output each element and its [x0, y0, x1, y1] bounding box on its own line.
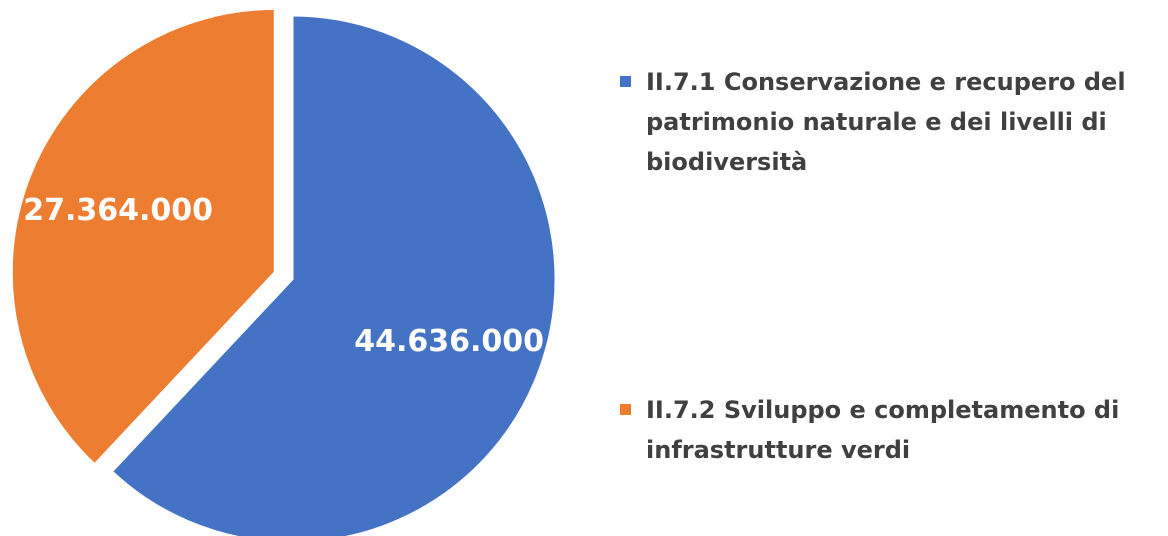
pie-slice [109, 13, 558, 536]
pie-slice [9, 6, 277, 468]
legend-swatch [620, 76, 631, 87]
legend-label: II.7.1 Conservazione e recupero del patr… [646, 68, 1126, 176]
legend-swatch [620, 404, 631, 415]
pie-data-label: 44.636.000 [354, 324, 544, 359]
legend-item: II.7.2 Sviluppo e completamento di infra… [618, 390, 1158, 470]
pie-data-labels: 44.636.000 27.364.000 [23, 193, 544, 359]
pie-slices [9, 6, 558, 536]
legend-item: II.7.1 Conservazione e recupero del patr… [618, 62, 1158, 182]
pie-data-label: 27.364.000 [23, 193, 213, 228]
legend-label: II.7.2 Sviluppo e completamento di infra… [646, 396, 1120, 464]
